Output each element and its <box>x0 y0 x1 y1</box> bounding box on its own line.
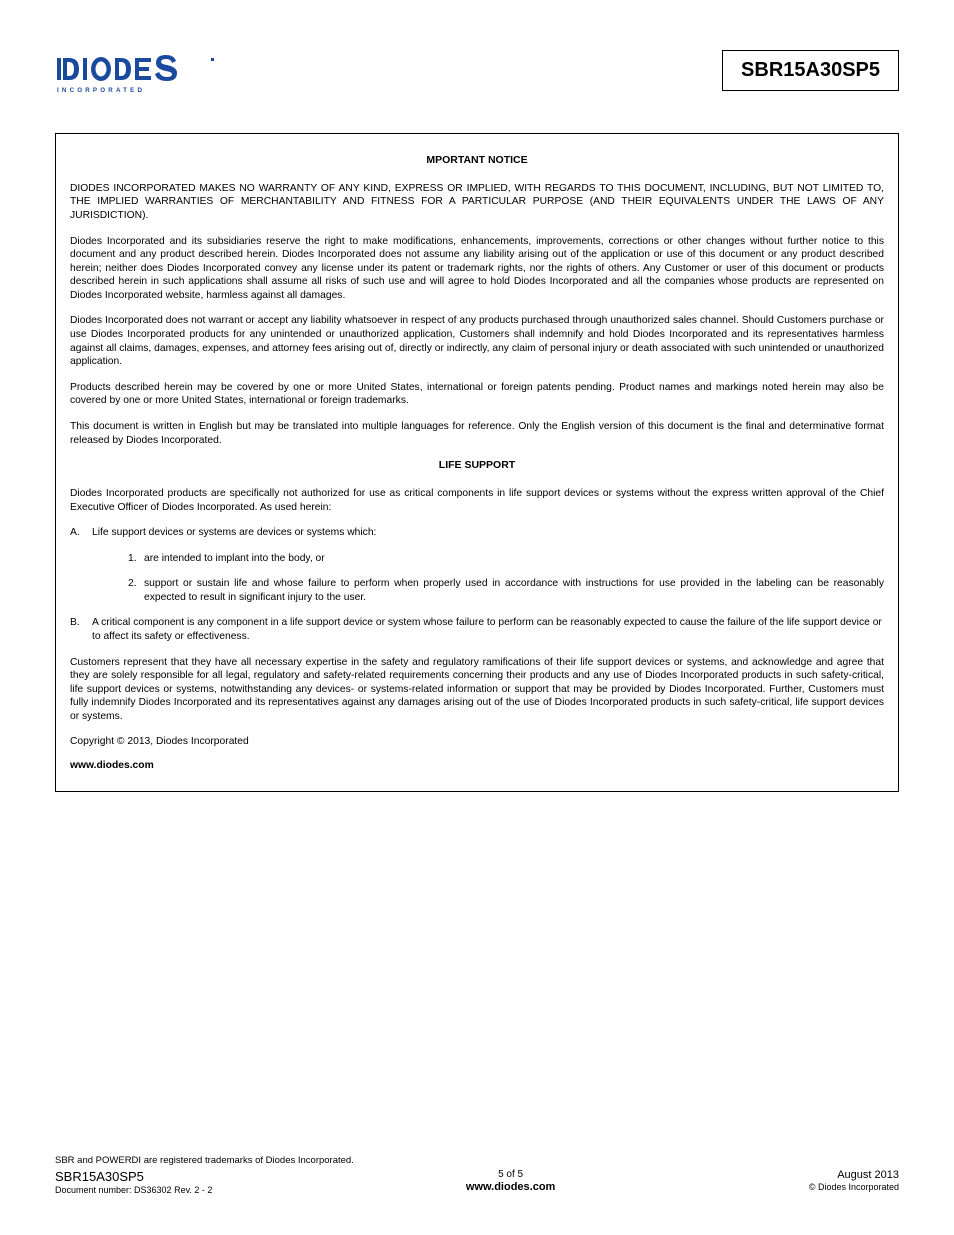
sublist: 1. are intended to implant into the body… <box>70 552 884 605</box>
document-header: INCORPORATED SBR15A30SP5 <box>55 50 899 98</box>
sublist-item-1: 1. are intended to implant into the body… <box>128 552 884 566</box>
list-item-a-text: Life support devices or systems are devi… <box>92 526 376 540</box>
list-marker-a: A. <box>70 526 92 540</box>
svg-text:INCORPORATED: INCORPORATED <box>57 87 145 94</box>
website-url: www.diodes.com <box>70 759 884 773</box>
sublist-item-2-text: support or sustain life and whose failur… <box>144 577 884 604</box>
important-notice-title: MPORTANT NOTICE <box>70 154 884 168</box>
notice-paragraph-1: Diodes Incorporated and its subsidiaries… <box>70 235 884 303</box>
company-logo: INCORPORATED <box>55 50 225 98</box>
footer-date: August 2013 <box>809 1169 899 1181</box>
sub-marker-2: 2. <box>128 577 144 604</box>
life-support-intro: Diodes Incorporated products are specifi… <box>70 487 884 514</box>
warranty-paragraph: DIODES INCORPORATED MAKES NO WARRANTY OF… <box>70 182 884 223</box>
copyright-line: Copyright © 2013, Diodes Incorporated <box>70 735 884 749</box>
footer-trademark: SBR and POWERDI are registered trademark… <box>55 1155 899 1166</box>
customers-paragraph: Customers represent that they have all n… <box>70 656 884 724</box>
footer-left: SBR15A30SP5 Document number: DS36302 Rev… <box>55 1169 212 1195</box>
sublist-item-1-text: are intended to implant into the body, o… <box>144 552 325 566</box>
footer-doc-number: Document number: DS36302 Rev. 2 - 2 <box>55 1185 212 1195</box>
list-item-b: B. A critical component is any component… <box>70 616 884 643</box>
footer-url: www.diodes.com <box>212 1181 808 1193</box>
sub-marker-1: 1. <box>128 552 144 566</box>
footer-copyright: © Diodes Incorporated <box>809 1182 899 1192</box>
notice-content-box: MPORTANT NOTICE DIODES INCORPORATED MAKE… <box>55 133 899 792</box>
footer-right: August 2013 © Diodes Incorporated <box>809 1169 899 1192</box>
life-support-title: LIFE SUPPORT <box>70 459 884 473</box>
list-item-a: A. Life support devices or systems are d… <box>70 526 884 540</box>
definition-list: A. Life support devices or systems are d… <box>70 526 884 540</box>
list-marker-b: B. <box>70 616 92 643</box>
footer-center: 5 of 5 www.diodes.com <box>212 1169 808 1193</box>
notice-paragraph-2: Diodes Incorporated does not warrant or … <box>70 314 884 368</box>
list-item-b-text: A critical component is any component in… <box>92 616 884 643</box>
footer-part-number: SBR15A30SP5 <box>55 1169 212 1184</box>
page-footer: SBR and POWERDI are registered trademark… <box>55 1155 899 1195</box>
footer-row: SBR15A30SP5 Document number: DS36302 Rev… <box>55 1169 899 1195</box>
part-number: SBR15A30SP5 <box>741 59 880 81</box>
definition-list-b: B. A critical component is any component… <box>70 616 884 643</box>
sublist-item-2: 2. support or sustain life and whose fai… <box>128 577 884 604</box>
part-number-box: SBR15A30SP5 <box>722 50 899 91</box>
notice-paragraph-4: This document is written in English but … <box>70 420 884 447</box>
footer-page-number: 5 of 5 <box>212 1169 808 1180</box>
notice-paragraph-3: Products described herein may be covered… <box>70 381 884 408</box>
